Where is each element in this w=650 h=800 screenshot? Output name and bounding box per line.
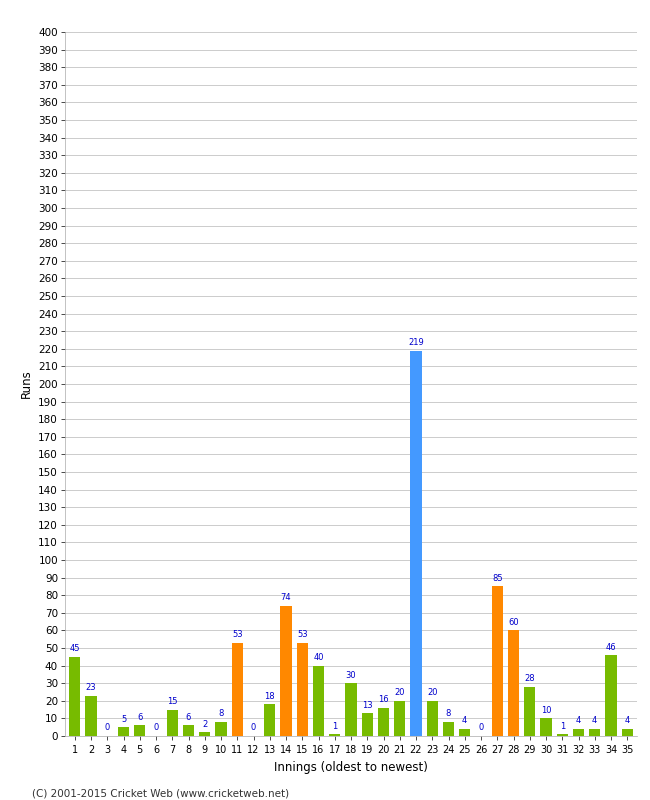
Text: 16: 16: [378, 695, 389, 704]
Text: 219: 219: [408, 338, 424, 347]
Bar: [491, 586, 503, 736]
Bar: [183, 726, 194, 736]
Text: 6: 6: [186, 713, 191, 722]
Bar: [199, 733, 211, 736]
Text: 4: 4: [462, 717, 467, 726]
Text: 28: 28: [525, 674, 535, 683]
Text: 0: 0: [105, 723, 110, 733]
Text: 46: 46: [606, 642, 616, 651]
Text: 5: 5: [121, 714, 126, 724]
Text: 8: 8: [446, 710, 451, 718]
Text: 15: 15: [167, 697, 177, 706]
Text: 0: 0: [478, 723, 484, 733]
Bar: [459, 729, 471, 736]
Bar: [345, 683, 357, 736]
Text: 10: 10: [541, 706, 551, 715]
Bar: [361, 713, 373, 736]
Text: 18: 18: [265, 692, 275, 701]
Text: 53: 53: [232, 630, 242, 639]
Text: 60: 60: [508, 618, 519, 627]
Bar: [215, 722, 227, 736]
Text: 23: 23: [86, 683, 96, 692]
Text: 40: 40: [313, 653, 324, 662]
Bar: [410, 350, 422, 736]
Y-axis label: Runs: Runs: [20, 370, 32, 398]
Bar: [540, 718, 552, 736]
Text: 0: 0: [251, 723, 256, 733]
Bar: [508, 630, 519, 736]
Bar: [85, 695, 97, 736]
Bar: [264, 704, 276, 736]
Bar: [394, 701, 406, 736]
Bar: [589, 729, 601, 736]
Bar: [556, 734, 568, 736]
Text: 20: 20: [427, 688, 437, 698]
Bar: [296, 642, 308, 736]
X-axis label: Innings (oldest to newest): Innings (oldest to newest): [274, 761, 428, 774]
Bar: [524, 686, 536, 736]
Text: 20: 20: [395, 688, 405, 698]
Bar: [280, 606, 292, 736]
Bar: [231, 642, 243, 736]
Text: 8: 8: [218, 710, 224, 718]
Text: 85: 85: [492, 574, 502, 583]
Bar: [443, 722, 454, 736]
Bar: [621, 729, 633, 736]
Bar: [313, 666, 324, 736]
Bar: [573, 729, 584, 736]
Text: 30: 30: [346, 670, 356, 680]
Text: 74: 74: [281, 594, 291, 602]
Bar: [118, 727, 129, 736]
Bar: [378, 708, 389, 736]
Bar: [426, 701, 438, 736]
Text: 6: 6: [137, 713, 142, 722]
Text: 4: 4: [576, 717, 581, 726]
Text: 4: 4: [625, 717, 630, 726]
Bar: [329, 734, 341, 736]
Bar: [605, 655, 617, 736]
Text: 53: 53: [297, 630, 307, 639]
Text: 0: 0: [153, 723, 159, 733]
Text: 4: 4: [592, 717, 597, 726]
Text: 1: 1: [560, 722, 565, 730]
Text: 2: 2: [202, 720, 207, 729]
Bar: [166, 710, 178, 736]
Bar: [134, 726, 146, 736]
Text: 45: 45: [70, 644, 80, 654]
Text: (C) 2001-2015 Cricket Web (www.cricketweb.net): (C) 2001-2015 Cricket Web (www.cricketwe…: [32, 788, 290, 798]
Text: 13: 13: [362, 701, 372, 710]
Text: 1: 1: [332, 722, 337, 730]
Bar: [69, 657, 81, 736]
